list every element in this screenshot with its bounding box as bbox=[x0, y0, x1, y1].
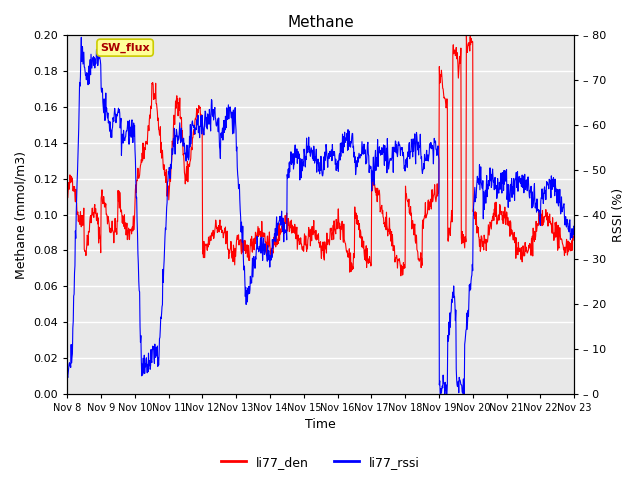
li77_rssi bbox=[330, 153, 338, 158]
li77_rssi bbox=[131, 146, 139, 152]
li77_rssi bbox=[149, 346, 157, 352]
li77_den bbox=[463, 33, 470, 38]
Title: Methane: Methane bbox=[287, 15, 354, 30]
li77_den bbox=[330, 236, 337, 242]
li77_den bbox=[149, 80, 157, 85]
li77_den bbox=[63, 195, 71, 201]
Y-axis label: Methane (mmol/m3): Methane (mmol/m3) bbox=[15, 151, 28, 278]
li77_den bbox=[234, 237, 242, 242]
li77_rssi bbox=[235, 186, 243, 192]
li77_rssi bbox=[63, 372, 71, 378]
li77_den bbox=[340, 236, 348, 242]
li77_rssi bbox=[284, 175, 291, 181]
li77_rssi bbox=[570, 224, 578, 229]
li77_den bbox=[284, 228, 291, 234]
Line: li77_rssi: li77_rssi bbox=[67, 37, 574, 394]
Line: li77_den: li77_den bbox=[67, 36, 574, 276]
X-axis label: Time: Time bbox=[305, 419, 336, 432]
li77_den bbox=[131, 215, 138, 221]
li77_rssi bbox=[436, 391, 444, 396]
li77_rssi bbox=[77, 35, 85, 40]
li77_den bbox=[397, 273, 404, 279]
li77_den bbox=[570, 228, 578, 234]
Legend: li77_den, li77_rssi: li77_den, li77_rssi bbox=[216, 451, 424, 474]
Y-axis label: RSSI (%): RSSI (%) bbox=[612, 188, 625, 241]
li77_rssi bbox=[340, 129, 348, 135]
Text: SW_flux: SW_flux bbox=[100, 43, 150, 53]
